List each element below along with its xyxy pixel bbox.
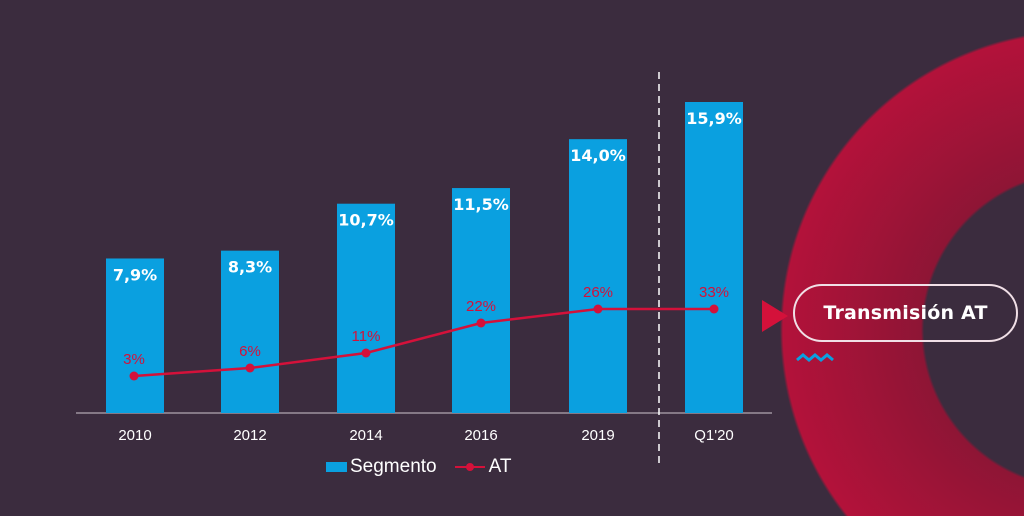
at-point-2012 [245, 363, 255, 373]
at-point-2010 [129, 371, 139, 381]
bar-label: 15,9% [686, 109, 742, 128]
legend-label-at: AT [488, 456, 512, 477]
bar-label: 7,9% [113, 265, 157, 284]
at-label: 22% [466, 298, 496, 315]
bar-Q1'20 [685, 101, 743, 413]
at-label: 26% [583, 284, 613, 301]
at-point-2016 [476, 318, 486, 328]
at-point-2019 [593, 304, 603, 314]
legend-bar-swatch [326, 462, 347, 472]
x-tick-label: 2012 [233, 427, 266, 444]
x-tick-label: 2019 [581, 427, 614, 444]
button-label: Transmisión AT [823, 302, 988, 324]
bar-2016 [452, 188, 510, 413]
x-tick-label: Q1'20 [694, 427, 734, 444]
bar-label: 10,7% [338, 211, 394, 230]
legend-line-swatch [454, 461, 485, 473]
at-line [133, 307, 714, 378]
wave-icon [796, 353, 834, 362]
x-tick-label: 2010 [118, 427, 151, 444]
bar-2010 [106, 258, 164, 413]
play-arrow-icon [762, 300, 788, 332]
transmision-at-button[interactable]: Transmisión AT [793, 284, 1018, 342]
legend: Segmento AT [326, 456, 512, 478]
at-label: 11% [352, 328, 381, 345]
x-tick-label: 2016 [464, 427, 497, 444]
bar-label: 14,0% [570, 146, 626, 165]
x-tick-label: 2014 [349, 427, 382, 444]
bar-2012 [221, 250, 279, 413]
bar-label: 11,5% [453, 195, 509, 214]
at-label: 33% [699, 284, 729, 301]
bar-2019 [569, 139, 627, 413]
legend-label-segmento: Segmento [350, 456, 437, 477]
at-label: 3% [123, 351, 145, 368]
at-label: 6% [239, 343, 261, 360]
at-point-Q1'20 [709, 304, 719, 314]
at-point-2014 [361, 348, 371, 358]
bar-label: 8,3% [228, 258, 272, 277]
bar-2014 [337, 203, 395, 413]
